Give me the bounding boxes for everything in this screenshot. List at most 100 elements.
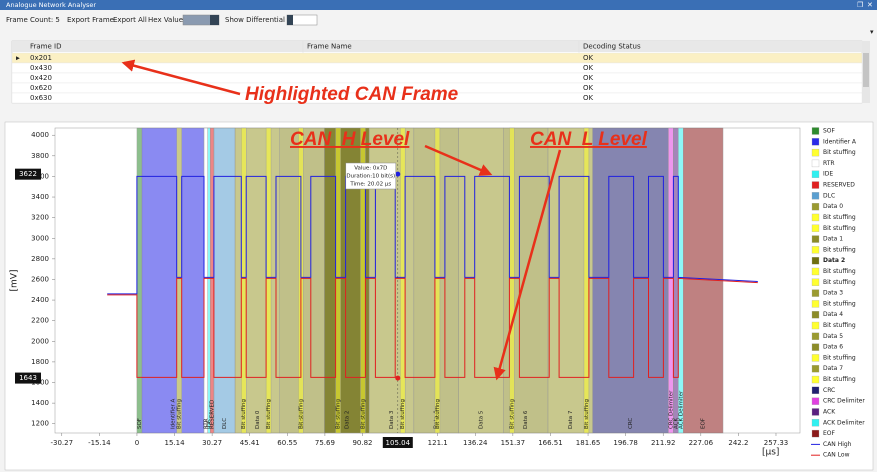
legend-label: Bit stuffing	[823, 246, 856, 253]
region-label: Bit stuffing	[336, 399, 342, 429]
title-bar	[0, 0, 877, 10]
x-tick-label: 166.51	[538, 439, 563, 447]
legend-swatch	[811, 365, 820, 373]
y-tick-label: 1400	[31, 399, 49, 407]
export-frame-button[interactable]: Export Frame	[67, 16, 114, 24]
legend-label: Bit stuffing	[823, 214, 856, 221]
frame-id: 0x430	[30, 64, 52, 72]
legend-label: CAN High	[823, 441, 852, 448]
y-tick-label: 3800	[31, 152, 49, 160]
scrollbar-thumb[interactable]	[863, 53, 869, 87]
table-row[interactable]	[11, 52, 863, 64]
x-tick-label: 60.55	[277, 439, 297, 447]
legend-label: CAN Low	[823, 452, 850, 459]
region-label: Data 0	[255, 410, 261, 429]
region-label: Bit stuffing	[266, 399, 272, 429]
tooltip-line: Duration:10 bit(s)	[346, 174, 395, 180]
cursor-x-box	[382, 437, 413, 448]
table-row[interactable]	[11, 72, 863, 84]
cursor-dot	[395, 375, 401, 381]
decoding-status: OK	[583, 54, 594, 62]
legend-label: CRC	[823, 387, 835, 394]
toggle-knob	[210, 15, 219, 25]
legend-label: Identifier A	[823, 138, 857, 145]
legend-swatch	[811, 419, 820, 427]
restore-button[interactable]: ❐	[857, 1, 863, 9]
region-label: Bit stuffing	[241, 399, 247, 429]
frame-region	[265, 127, 272, 434]
chart: SOF Identifier A Bit stuffing RTRIDERESERVE…	[10, 127, 865, 459]
frame-count: Frame Count: 5	[6, 16, 60, 24]
frame-region	[203, 127, 208, 434]
frame-region	[241, 127, 247, 434]
legend-swatch	[811, 354, 820, 362]
x-tick-label: -15.14	[88, 439, 111, 447]
legend-swatch	[811, 321, 820, 330]
legend-label: Data 7	[823, 365, 843, 372]
dropdown-arrow[interactable]: ▾	[870, 28, 874, 36]
close-button[interactable]: ✕	[867, 1, 873, 9]
frame-region	[509, 127, 515, 434]
legend-label: Data 0	[823, 203, 843, 210]
region-label: ACK	[673, 417, 679, 429]
decoding-status: OK	[583, 64, 594, 72]
region-label: DLC	[222, 418, 228, 429]
row-indicator: ▶	[16, 56, 20, 62]
legend-label: Bit stuffing	[823, 225, 856, 232]
legend-swatch	[811, 289, 820, 297]
region-label: SOF	[137, 418, 143, 429]
frame-region	[399, 127, 406, 434]
signal-line	[107, 277, 758, 378]
legend-label: Data 2	[823, 257, 845, 264]
legend-label: EOF	[823, 430, 836, 437]
cursor-y-box	[15, 168, 41, 180]
x-tick-label: 30.27	[202, 439, 222, 447]
x-tick-label: 257.33	[764, 439, 789, 447]
frame-region	[673, 127, 679, 434]
y-tick-label: 2600	[31, 275, 49, 283]
region-label: Bit stuffing	[177, 399, 183, 429]
region-label: RESERVED	[210, 400, 216, 429]
frame-region	[207, 127, 211, 434]
annotation-highlighted-frame: Highlighted CAN Frame	[245, 84, 459, 105]
x-tick-label: 211.92	[651, 439, 676, 447]
legend-swatch	[811, 246, 820, 254]
hex-values-label: Hex Values	[148, 16, 187, 24]
frame-region	[335, 127, 341, 434]
region-label: Data 6	[523, 410, 529, 429]
legend-swatch	[811, 127, 820, 135]
export-all-button[interactable]: Export All	[113, 16, 147, 24]
legend-swatch	[811, 159, 820, 168]
x-tick-label: 45.41	[240, 439, 260, 447]
signal-line	[107, 175, 758, 295]
legend-swatch	[811, 148, 820, 157]
y-tick-label: 2800	[31, 255, 49, 263]
y-tick-label: 1800	[31, 358, 49, 366]
show-differential-label: Show Differential	[225, 16, 285, 24]
annotation-arrow	[493, 149, 562, 381]
x-tick-label: 136.24	[463, 439, 488, 447]
table-row[interactable]	[11, 92, 863, 104]
y-tick-label: 2200	[31, 317, 49, 325]
legend-label: Bit stuffing	[823, 268, 856, 275]
table-header	[12, 41, 862, 52]
legend-label: Bit stuffing	[823, 149, 856, 156]
legend-label: Data 1	[823, 236, 843, 243]
x-tick-label: 181.65	[576, 439, 601, 447]
x-tick-label: 196.78	[613, 439, 638, 447]
frame-region	[213, 127, 236, 434]
frame-id: 0x420	[30, 74, 52, 82]
legend-label: IDE	[823, 171, 833, 178]
y-tick-label: 2000	[31, 337, 49, 345]
legend-label: Data 4	[823, 311, 843, 318]
y-tick-label: 3000	[31, 234, 49, 242]
frame-region	[592, 127, 669, 434]
frame-region	[434, 127, 441, 434]
decoding-status: OK	[583, 74, 594, 82]
region-label: Bit stuffing	[360, 399, 366, 429]
tooltip	[345, 162, 397, 190]
region-label: Bit stuffing	[400, 399, 406, 429]
legend-swatch	[811, 170, 820, 178]
legend-label: Bit stuffing	[823, 322, 856, 329]
frame-id: 0x630	[30, 94, 52, 102]
